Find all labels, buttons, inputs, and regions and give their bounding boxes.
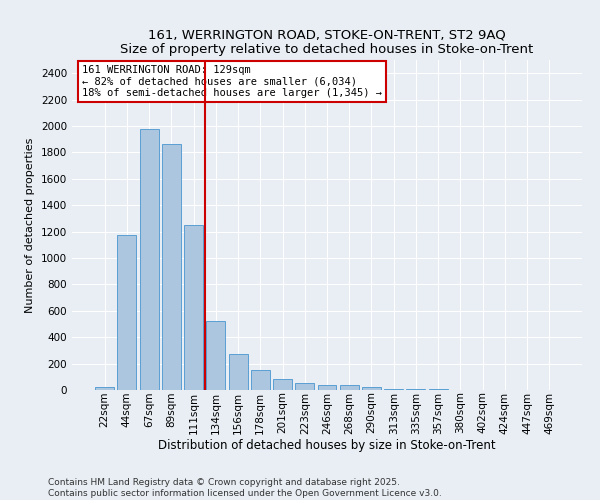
X-axis label: Distribution of detached houses by size in Stoke-on-Trent: Distribution of detached houses by size …: [158, 439, 496, 452]
Bar: [95, 386, 114, 390]
Bar: [295, 384, 314, 390]
Bar: [184, 225, 203, 390]
Text: Contains HM Land Registry data © Crown copyright and database right 2025.
Contai: Contains HM Land Registry data © Crown c…: [48, 478, 442, 498]
Bar: [229, 354, 248, 390]
Bar: [362, 388, 381, 390]
Bar: [206, 320, 225, 390]
Bar: [273, 379, 292, 390]
Title: 161, WERRINGTON ROAD, STOKE-ON-TRENT, ST2 9AQ
Size of property relative to detac: 161, WERRINGTON ROAD, STOKE-ON-TRENT, ST…: [121, 28, 533, 56]
Bar: [162, 144, 181, 390]
Bar: [118, 235, 136, 390]
Bar: [340, 384, 359, 390]
Bar: [384, 388, 403, 390]
Text: 161 WERRINGTON ROAD: 129sqm
← 82% of detached houses are smaller (6,034)
18% of : 161 WERRINGTON ROAD: 129sqm ← 82% of det…: [82, 65, 382, 98]
Bar: [317, 384, 337, 390]
Bar: [140, 130, 158, 390]
Y-axis label: Number of detached properties: Number of detached properties: [25, 138, 35, 312]
Bar: [251, 370, 270, 390]
